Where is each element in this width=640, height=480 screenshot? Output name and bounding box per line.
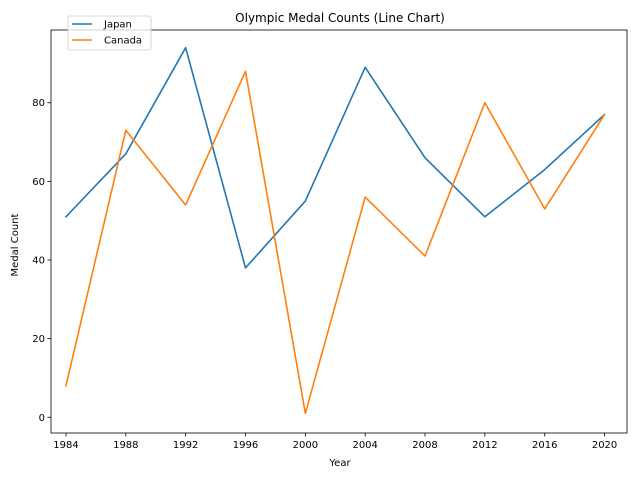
x-tick-label: 2016 [532, 440, 557, 451]
data-point-japan [65, 216, 67, 218]
series-line-canada [64, 70, 606, 415]
legend: Japan Canada [67, 15, 152, 51]
data-point-japan [424, 157, 426, 159]
y-tick-label: 80 [32, 98, 45, 109]
data-point-japan [364, 66, 366, 68]
data-point-japan [304, 200, 306, 202]
x-axis-label: Year [328, 458, 351, 469]
x-axis: 1984 1988 1992 1996 2000 2004 2008 2012 2016 2020 [53, 433, 617, 451]
data-point-canada [484, 102, 486, 104]
data-point-japan [125, 153, 127, 155]
data-point-japan [244, 267, 246, 269]
data-point-canada [184, 204, 186, 206]
legend-label-canada: Canada [104, 36, 142, 47]
data-point-canada [424, 255, 426, 257]
series-layer [64, 46, 606, 415]
x-tick-label: 2000 [293, 440, 318, 451]
y-tick-label: 40 [32, 256, 45, 267]
plot-area [50, 29, 628, 434]
y-tick-label: 0 [39, 413, 45, 424]
x-tick-label: 2020 [592, 440, 617, 451]
data-point-japan [184, 46, 186, 48]
data-point-canada [244, 70, 246, 72]
chart-title: Olympic Medal Counts (Line Chart) [235, 11, 445, 25]
y-tick-label: 20 [32, 334, 45, 345]
x-tick-label: 2008 [412, 440, 437, 451]
data-point-canada [603, 113, 605, 115]
plot-frame [50, 29, 628, 434]
data-point-japan [544, 168, 546, 170]
x-tick-label: 2004 [352, 440, 377, 451]
x-tick-label: 1984 [53, 440, 78, 451]
data-point-japan [484, 216, 486, 218]
x-tick-label: 1988 [113, 440, 138, 451]
x-tick-label: 2012 [472, 440, 497, 451]
data-point-canada [125, 129, 127, 131]
data-point-canada [65, 385, 67, 387]
x-tick-label: 1992 [173, 440, 198, 451]
x-tick-label: 1996 [233, 440, 258, 451]
legend-label-japan: Japan [103, 20, 132, 31]
series-line-japan [64, 46, 606, 269]
y-tick-label: 60 [32, 177, 45, 188]
data-point-canada [304, 412, 306, 414]
data-point-canada [364, 196, 366, 198]
y-axis: 0 20 40 60 80 [32, 98, 51, 424]
y-axis-label: Medal Count [10, 213, 21, 276]
data-point-canada [544, 208, 546, 210]
